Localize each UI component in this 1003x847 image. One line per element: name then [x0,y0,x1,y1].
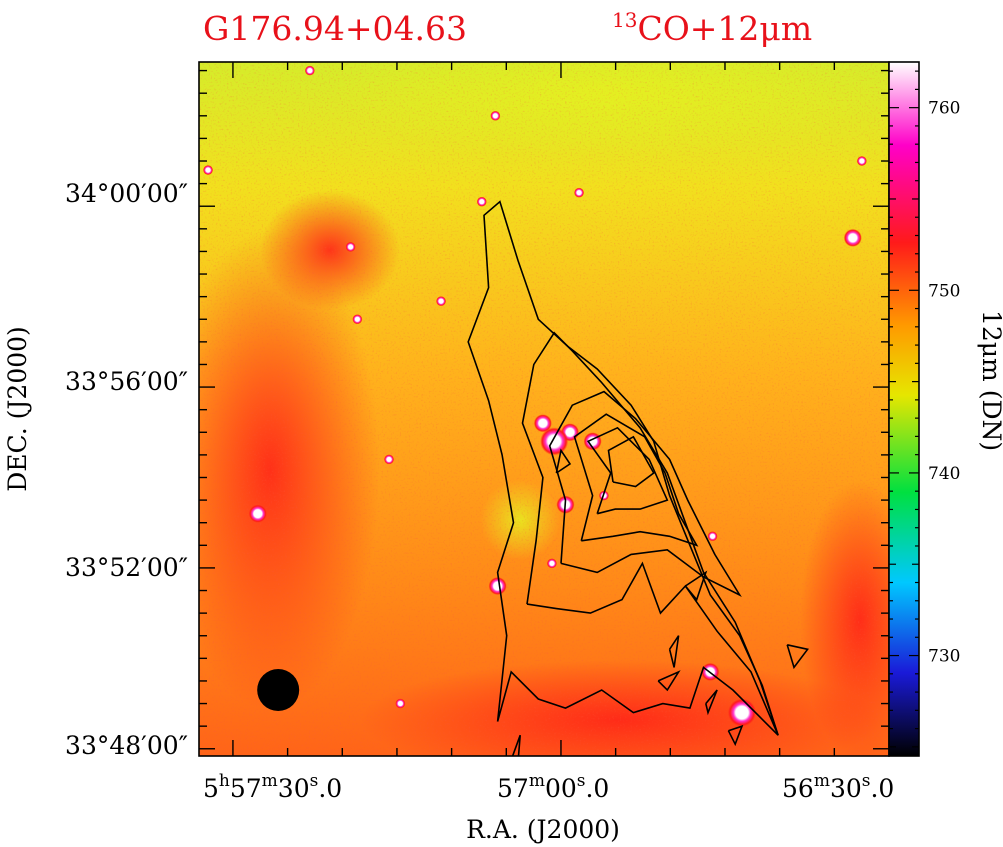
contour-line [548,390,742,597]
point-source [395,698,406,709]
y-tick-label: 33°56′00″ [65,367,188,396]
point-source [304,65,315,76]
point-source [488,577,507,596]
point-source [574,187,585,198]
point-source [727,698,756,727]
contour-line [684,570,708,602]
colorbar: 760 750 740 730 12μm (DN) [888,61,1003,757]
point-source [248,504,267,523]
subtitle-superscript: 13 [612,8,637,32]
subtitle-text: CO+12μm [637,9,812,48]
point-sources [203,65,867,727]
colorbar-ticks [889,70,919,748]
y-axis-label: DEC. (J2000) [3,326,32,492]
contour-line [668,635,680,668]
x-tick-labels: 5h57m30s.0 57m00s.0 56m30s.0 [203,771,894,803]
x-tick-label: 57m00s.0 [497,771,609,803]
point-source [203,165,214,176]
contour-line [657,670,681,692]
chart-title: G176.94+04.63 [203,9,467,48]
point-source [546,558,557,569]
plot-area [199,62,889,756]
contour-line [727,724,744,747]
colorbar-gradient [889,62,919,756]
contour-line [511,734,521,756]
contour-line [555,448,572,474]
beam-marker [257,668,300,711]
x-axis-label: R.A. (J2000) [466,815,620,844]
y-tick-label: 33°48′00″ [65,731,188,760]
contour-line [607,435,655,488]
contour-line [705,689,718,716]
colorbar-tick-label: 750 [928,281,960,301]
image-noise [199,62,889,756]
point-source [436,296,447,307]
colorbar-tick-label: 740 [928,464,960,484]
point-source [540,427,569,456]
colorbar-frame [888,61,920,757]
point-source [707,531,718,542]
colorbar-tick-label: 760 [928,99,960,119]
co-contours [467,200,809,756]
point-source [843,228,862,247]
axis-ticks [199,62,889,756]
point-source [533,414,552,433]
x-tick-label: 5h57m30s.0 [203,771,342,803]
colorbar-label: 12μm (DN) [977,310,1003,451]
y-tick-label: 33°52′00″ [65,553,188,582]
contour-line [521,331,779,736]
point-source [476,196,487,207]
y-tick-labels: 34°00′00″ 33°56′00″ 33°52′00″ 33°48′00″ [65,179,188,760]
point-source [352,314,363,325]
chart-subtitle: 13CO+12μm [612,8,812,48]
point-source [384,454,395,465]
contour-line [573,413,699,547]
point-source [856,156,867,167]
colorbar-tick-labels: 760 750 740 730 [928,99,960,667]
x-tick-label: 56m30s.0 [782,771,894,803]
contour-line [467,200,779,736]
contour-line [586,426,669,515]
contour-line [786,644,809,670]
point-source [345,241,356,252]
point-source [490,110,501,121]
colorbar-tick-label: 730 [928,647,960,667]
y-tick-label: 34°00′00″ [65,179,188,208]
